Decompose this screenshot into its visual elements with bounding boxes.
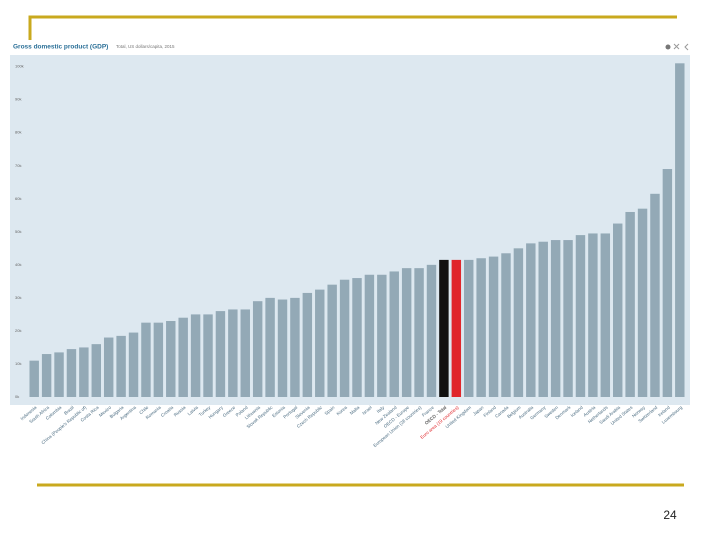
x-tick-label: Croatia [160,405,175,418]
x-tick-label: Iceland [570,405,585,418]
y-tick-label: 70k [15,163,21,168]
bar [488,256,499,397]
chart-title: Gross domestic product (GDP) [13,44,108,51]
bar [240,309,250,397]
bar [526,243,536,397]
bar [141,322,151,397]
y-tick-label: 0k [15,394,19,399]
x-tick-label: Russia [173,405,187,418]
bar [414,268,424,397]
bar [563,240,573,397]
info-icon[interactable] [665,44,671,50]
bar [451,259,462,397]
bar [612,223,623,397]
bar [364,274,375,397]
bar [650,193,660,397]
bar [339,279,350,397]
bar [501,253,511,397]
x-tick-label: Italy [376,404,386,414]
y-tick-label: 10k [15,361,21,366]
bar [29,360,39,397]
bar [190,314,201,397]
bar [662,169,673,397]
bar [588,233,598,397]
y-tick-label: 80k [15,130,21,135]
bar [128,332,139,397]
bar [116,335,126,397]
bar [327,284,337,397]
bar [377,274,387,397]
bar [538,241,548,397]
bar [103,337,114,397]
bar [600,233,611,397]
y-tick-label: 100k [15,64,24,69]
bar [550,240,561,397]
top-rule [28,15,677,40]
y-tick-label: 60k [15,196,21,201]
bar [265,297,275,397]
bar [637,208,648,397]
y-tick-label: 50k [15,229,21,234]
bar [252,301,263,397]
bar [66,349,77,397]
y-tick-label: 20k [15,328,21,333]
bar [178,317,188,397]
bar [215,311,226,397]
bar [401,268,412,397]
bar [426,264,437,397]
y-tick-label: 40k [15,262,21,267]
x-tick-label: Korea [336,405,349,417]
chart-subtitle: Total, US dollars/capita, 2015 [116,44,175,49]
bar [575,235,586,397]
bar [277,299,288,397]
x-tick-label: Greece [222,405,237,419]
bar [79,347,89,397]
x-tick-label: Spain [324,405,336,417]
x-tick-label: Malta [349,405,361,416]
y-tick-label: 90k [15,97,21,102]
bar [153,322,164,397]
x-tick-label: Chile [138,405,149,416]
bar [513,248,524,397]
x-tick-label: Brazil [63,405,75,416]
y-tick-label: 30k [15,295,21,300]
page-number: 24 [663,508,677,522]
bar [476,258,486,397]
bar [203,314,213,397]
x-tick-label: Latvia [187,405,200,417]
bar [54,352,64,397]
bar [91,344,102,397]
bar [228,309,238,397]
bar [290,297,300,397]
bar [41,354,52,397]
bar [464,259,474,397]
bar [352,278,362,397]
bar [625,211,635,397]
expand-icon[interactable] [673,43,680,50]
bar [389,271,399,397]
bar [675,63,685,397]
x-tick-label: Hungary [208,404,225,419]
share-icon[interactable] [684,43,689,51]
toolbar-icons[interactable] [665,43,689,51]
bar [166,321,176,397]
bar [315,289,325,397]
bar [439,259,449,397]
bar [302,292,313,397]
x-tick-label: Israel [361,405,373,416]
